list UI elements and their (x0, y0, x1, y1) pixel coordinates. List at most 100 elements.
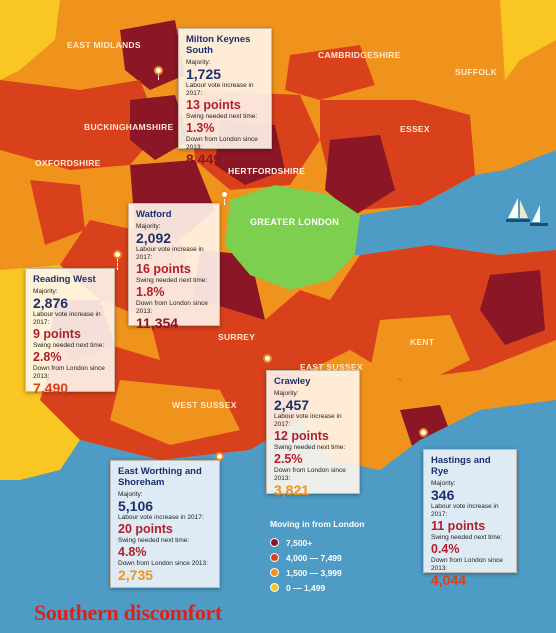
constituency-name: Milton Keynes South (186, 34, 251, 56)
area-north-west-yellow (0, 0, 60, 80)
swing-label: Swing needed next time: (33, 342, 105, 349)
sailboat-1 (506, 198, 530, 222)
constituency-name: Watford (136, 209, 172, 220)
swing-label: Swing needed next time: (431, 534, 503, 541)
majority-value: 2,876 (33, 295, 69, 311)
sailboat-2 (530, 205, 548, 226)
increase-value: 9 points (33, 327, 81, 341)
legend-title: Moving in from London (270, 519, 365, 529)
constituency-name: East Worthing and Shoreham (118, 466, 202, 488)
region-label-greater-london: GREATER LONDON (250, 217, 340, 227)
area-cambs-inner (285, 45, 375, 100)
leader-line (117, 255, 118, 270)
swing-label: Swing needed next time: (118, 537, 190, 544)
down-value: 3,821 (274, 482, 310, 498)
swing-label: Swing needed next time: (274, 444, 346, 451)
area-greater-london (225, 185, 360, 290)
location-pin-watford[interactable] (220, 190, 229, 199)
area-essex-dark (325, 135, 395, 215)
down-label: Down from London since 2013: (274, 467, 346, 482)
increase-value: 16 points (136, 262, 191, 276)
location-pin-crawley[interactable] (263, 354, 272, 363)
sea-thames-estuary (355, 150, 556, 255)
legend-item: 1,500 — 3,999 (270, 565, 380, 580)
down-label: Down from London since 2013: (136, 300, 208, 315)
region-label-suffolk: SUFFOLK (455, 67, 498, 77)
area-north-east-yellow (500, 0, 556, 80)
majority-value: 5,106 (118, 498, 154, 514)
increase-label: Labour vote increase in 2017: (274, 413, 342, 428)
legend-item: 7,500+ (270, 535, 380, 550)
region-label-hertfordshire: HERTFORDSHIRE (228, 166, 306, 176)
increase-label: Labour vote increase in 2017: (33, 311, 101, 326)
down-value: 11,354 (136, 315, 179, 331)
area-coast-yellow (0, 400, 80, 480)
area-west-sussex-orange (110, 380, 240, 445)
region-label-west-sussex: WEST SUSSEX (172, 400, 237, 410)
swing-value: 2.8% (33, 350, 62, 364)
constituency-card-milton-keynes-south[interactable]: Milton Keynes South Majority: 1,725 Labo… (178, 28, 272, 166)
constituency-name: Hastings and Rye (431, 455, 491, 477)
area-suffolk (410, 0, 505, 115)
swing-value: 1.3% (186, 121, 215, 135)
majority-value: 346 (431, 487, 455, 503)
leader-line (158, 70, 159, 80)
area-buckinghamshire (0, 80, 160, 170)
location-pin-reading-west[interactable] (113, 250, 122, 259)
constituency-card-hastings-rye[interactable]: Hastings and Rye Majority: 346 Labour vo… (423, 449, 517, 587)
majority-label: Majority: (118, 491, 143, 498)
majority-label: Majority: (136, 223, 161, 230)
down-label: Down from London since 2013: (431, 557, 503, 572)
majority-label: Majority: (274, 390, 299, 397)
region-label-east-sussex: EAST SUSSEX (300, 362, 363, 372)
down-value: 2,735 (118, 567, 154, 583)
swing-label: Swing needed next time: (186, 113, 258, 120)
increase-label: Labour vote increase in 2017: (186, 82, 254, 97)
sea-solent (0, 500, 30, 540)
constituency-name: Crawley (274, 376, 311, 387)
down-label: Down from London since 2013: (186, 136, 258, 151)
increase-value: 12 points (274, 429, 329, 443)
down-label: Down from London since 2013: (33, 365, 105, 380)
swing-value: 1.8% (136, 285, 165, 299)
area-milton-keynes (120, 20, 185, 90)
legend-item: 0 — 1,499 (270, 580, 380, 595)
increase-label: Labour vote increase in 2017: (431, 503, 499, 518)
legend-label: 7,500+ (286, 537, 313, 548)
majority-label: Majority: (186, 59, 211, 66)
legend-label: 0 — 1,499 (286, 582, 326, 593)
majority-label: Majority: (33, 288, 58, 295)
legend-label: 1,500 — 3,999 (286, 567, 342, 578)
region-label-east-midlands: EAST MIDLANDS (67, 40, 141, 50)
legend-swatch (270, 568, 279, 577)
region-label-surrey: SURREY (218, 332, 256, 342)
constituency-card-crawley[interactable]: Crawley Majority: 2,457 Labour vote incr… (266, 370, 360, 498)
down-value: 7,490 (33, 380, 69, 396)
area-cambridgeshire (230, 0, 420, 95)
leader-line (224, 195, 225, 205)
legend-swatch (270, 583, 279, 592)
region-label-essex: ESSEX (400, 124, 430, 134)
constituency-card-reading-west[interactable]: Reading West Majority: 2,876 Labour vote… (25, 268, 115, 396)
area-kent-orange (370, 315, 470, 385)
location-pin-milton-keynes[interactable] (154, 66, 163, 75)
constituency-name: Reading West (33, 274, 96, 285)
constituency-card-watford[interactable]: Watford Majority: 2,092 Labour vote incr… (128, 203, 220, 330)
location-pin-hastings[interactable] (419, 428, 428, 437)
majority-value: 2,092 (136, 230, 172, 246)
increase-label: Labour vote increase in 2017: (118, 514, 204, 521)
swing-value: 0.4% (431, 542, 460, 556)
down-value: 8,449 (186, 151, 222, 167)
swing-value: 2.5% (274, 452, 303, 466)
region-label-cambridgeshire: CAMBRIDGESHIRE (318, 50, 401, 60)
area-bucks-dark (130, 95, 190, 160)
majority-value: 2,457 (274, 397, 310, 413)
area-oxon-inner (30, 180, 85, 245)
down-label: Down from London since 2013: (118, 560, 208, 567)
region-label-buckinghamshire: BUCKINGHAMSHIRE (84, 122, 174, 132)
swing-value: 4.8% (118, 545, 147, 559)
constituency-card-east-worthing-shoreham[interactable]: East Worthing and Shoreham Majority: 5,1… (110, 460, 220, 588)
map-legend: Moving in from London 7,500+ 4,000 — 7,4… (270, 519, 380, 595)
